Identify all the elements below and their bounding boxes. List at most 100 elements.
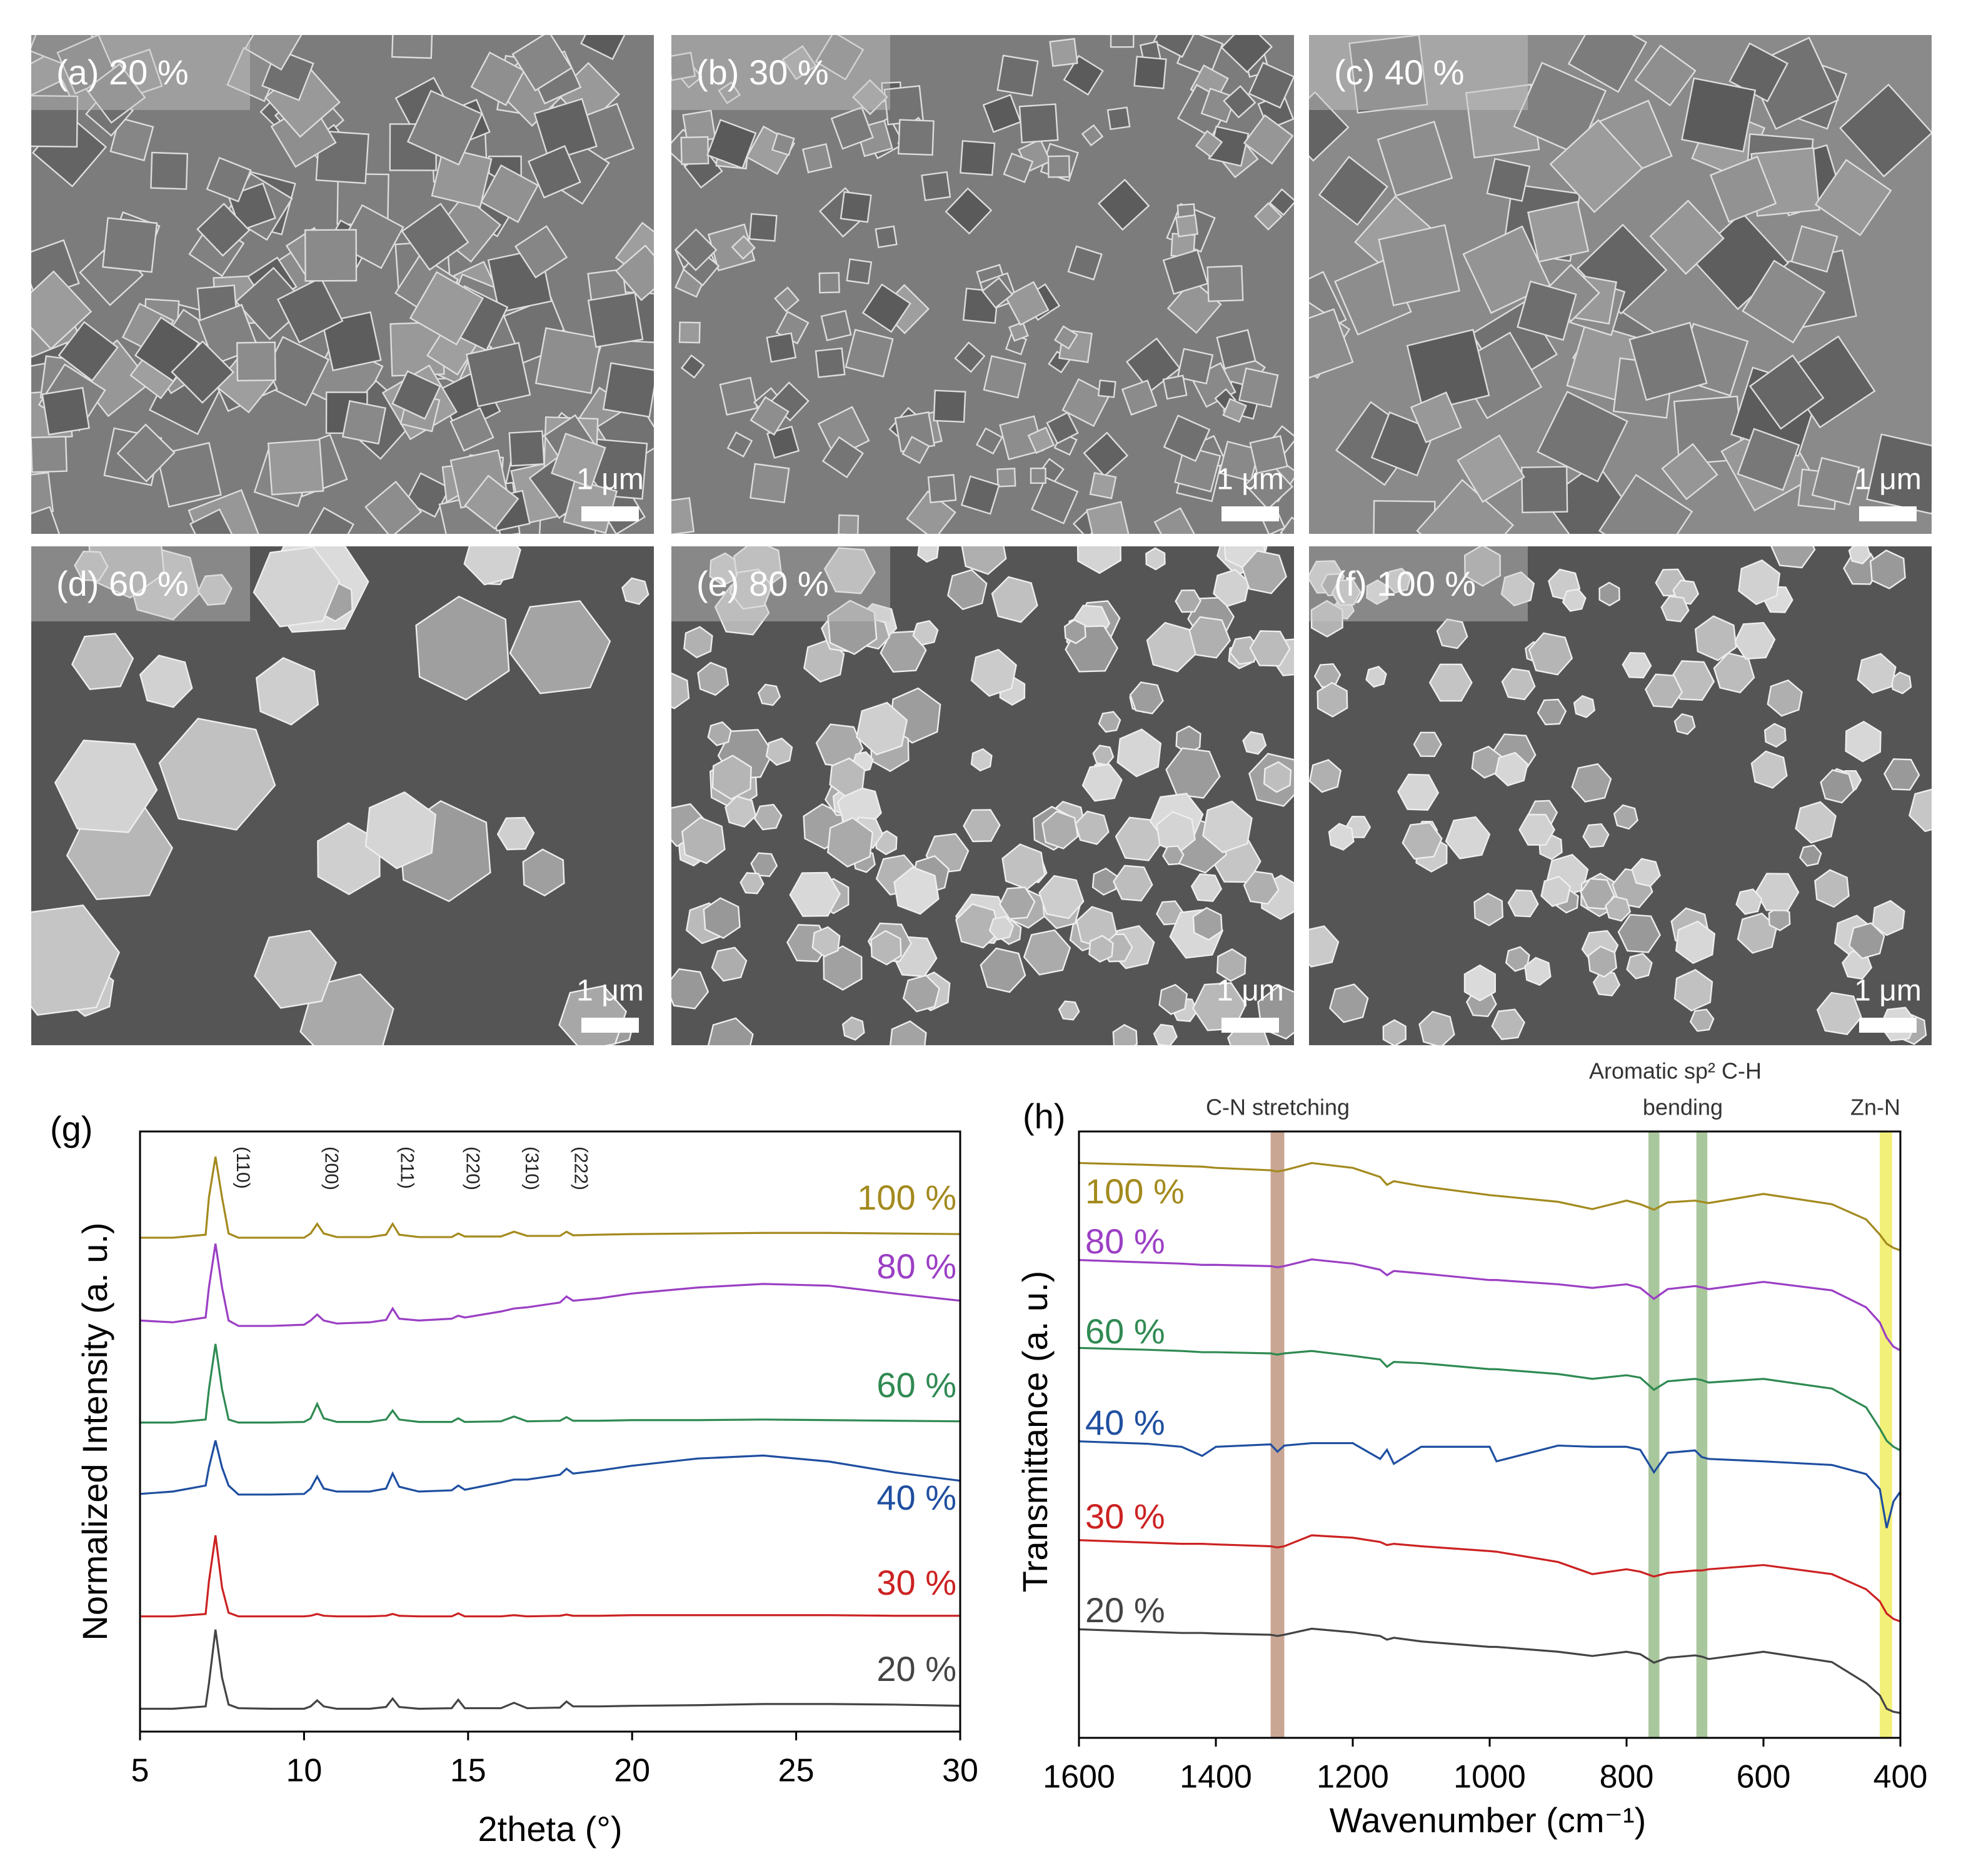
sem-crystal: [1709, 156, 1777, 223]
sem-crystal: [1081, 124, 1104, 147]
sem-crystal: [139, 655, 193, 708]
sem-crystal: [1008, 321, 1029, 342]
sem-crystal: [1089, 471, 1117, 499]
sem-crystal: [1176, 348, 1214, 385]
series-line: [139, 1243, 961, 1327]
sem-crystal: [1770, 546, 1816, 569]
sem-crystal: [707, 1017, 754, 1045]
sem-crystal: [1263, 761, 1292, 793]
sem-crystal: [1192, 906, 1223, 941]
sem-crystal: [1872, 900, 1905, 936]
sem-crystal: [587, 291, 644, 348]
sem-crystal: [996, 468, 1016, 488]
scale-bar: [1859, 1018, 1917, 1033]
panel-label: (e) 80 %: [696, 564, 829, 603]
sem-crystal: [711, 755, 752, 800]
sem-crystal: [707, 721, 732, 746]
sem-crystal: [1216, 948, 1246, 982]
sem-crystal: [1549, 119, 1643, 213]
sem-crystal: [1436, 618, 1468, 650]
sem-crystal: [1046, 411, 1079, 444]
sem-crystal: [1163, 414, 1211, 462]
sem-crystal: [1733, 621, 1776, 660]
band: [1696, 1131, 1708, 1738]
sem-crystal: [1220, 35, 1273, 74]
sem-crystal: [725, 795, 757, 828]
sem-crystal: [861, 283, 911, 333]
sem-crystal: [1076, 546, 1122, 574]
sem-crystal: [1053, 325, 1078, 350]
sem-crystal: [236, 341, 276, 382]
scale-bar: [1221, 506, 1279, 521]
sem-crystal: [1626, 953, 1653, 980]
sem-crystal: [740, 872, 765, 895]
sem-crystal: [1592, 971, 1621, 996]
series-line: [1078, 1440, 1902, 1528]
sem-crystal: [1310, 599, 1343, 638]
peak-label: (200): [321, 1146, 342, 1190]
series-label: 60 %: [876, 1365, 956, 1405]
scale-bar: [581, 1018, 639, 1033]
sem-crystal: [1377, 121, 1453, 197]
sem-crystal: [156, 441, 222, 508]
sem-crystal: [680, 136, 710, 165]
sem-crystal: [830, 106, 874, 150]
sem-crystal: [551, 433, 606, 488]
sem-crystal: [1382, 1019, 1407, 1045]
sem-crystal: [789, 871, 841, 917]
sem-crystal: [1088, 935, 1114, 963]
sem-crystal: [364, 480, 423, 534]
sem-crystal: [1598, 581, 1620, 606]
sem-crystal: [1416, 479, 1515, 534]
sem-crystal: [1329, 983, 1369, 1023]
sem-crystal: [890, 1020, 927, 1045]
sem-crystal: [1243, 114, 1294, 165]
sem-crystal: [304, 229, 358, 282]
x-tick-label: 15: [450, 1753, 486, 1789]
sem-crystal: [1517, 280, 1577, 341]
sem-crystal: [621, 577, 649, 605]
x-tick-label: 25: [778, 1753, 815, 1789]
sem-crystal: [579, 35, 626, 61]
sem-crystal: [820, 309, 852, 341]
sem-crystal: [826, 817, 874, 868]
sem-crystal: [1328, 823, 1355, 851]
series-line: [1078, 1347, 1901, 1452]
sem-crystal: [1097, 178, 1150, 231]
sem-crystal: [838, 514, 860, 534]
sem-crystal: [1465, 83, 1540, 159]
sem-crystal: [1152, 35, 1195, 58]
sem-crystal: [897, 119, 935, 156]
sem-crystal: [771, 132, 795, 156]
sem-crystal: [496, 816, 535, 851]
sem-image: [31, 35, 654, 534]
series-label: 20 %: [1085, 1590, 1165, 1630]
series-line: [1078, 1161, 1901, 1252]
sem-crystal: [253, 546, 341, 628]
x-tick-label: 10: [286, 1753, 322, 1789]
band-label: Aromatic sp² C-H: [1589, 1058, 1762, 1084]
sem-crystal: [1106, 106, 1131, 131]
sem-crystal: [1116, 728, 1162, 778]
sem-crystal: [1814, 159, 1892, 236]
series-label: 80 %: [1085, 1221, 1165, 1261]
band: [1648, 1131, 1660, 1738]
sem-crystal: [954, 341, 986, 373]
x-tick-label: 30: [942, 1753, 978, 1789]
sem-crystal: [719, 376, 758, 416]
y-axis-label: Transmittance (a. u.): [1015, 1271, 1055, 1593]
sem-crystal: [765, 737, 793, 766]
sem-crystal: [750, 396, 790, 436]
sem-crystal: [196, 203, 251, 257]
scale-label: 1 μm: [1854, 463, 1922, 496]
sem-crystal: [1445, 816, 1491, 860]
sem-crystal: [1750, 750, 1788, 789]
sem-crystal: [1086, 501, 1130, 534]
sem-crystal: [1318, 156, 1388, 226]
sem-crystal: [823, 945, 863, 991]
x-tick-label: 1600: [1043, 1759, 1115, 1795]
sem-image: [671, 546, 1294, 1045]
sem-crystal: [58, 321, 119, 382]
sem-crystal: [1254, 202, 1283, 231]
sem-crystal: [1505, 946, 1530, 972]
